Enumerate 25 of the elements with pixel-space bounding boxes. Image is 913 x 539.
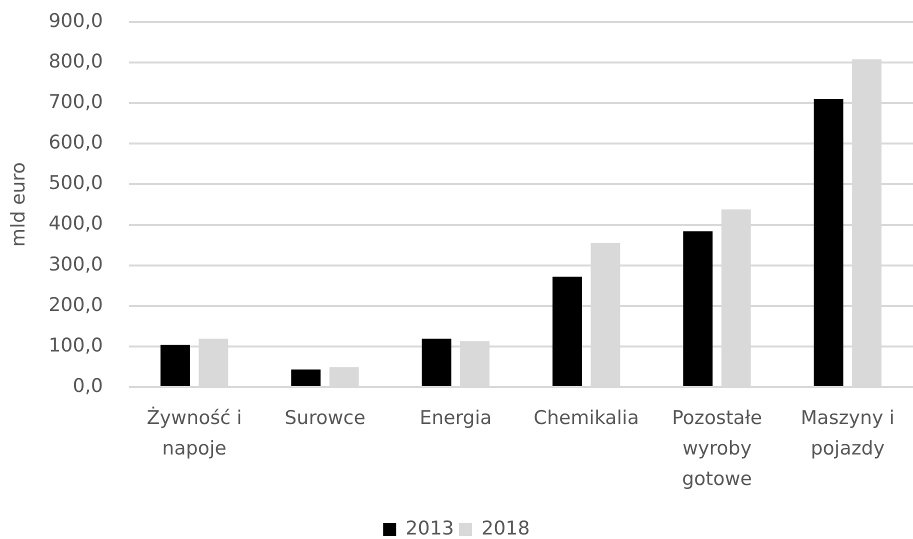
legend-label: 2013 xyxy=(406,517,454,539)
bar xyxy=(814,99,844,386)
y-tick-label: 800,0 xyxy=(48,50,103,72)
legend-label: 2018 xyxy=(482,517,530,539)
bar xyxy=(160,344,190,386)
x-tick-label: Maszyny i pojazdy xyxy=(800,407,895,460)
x-tick-label: Chemikalia xyxy=(534,407,639,430)
bar xyxy=(683,231,713,386)
y-tick-label: 600,0 xyxy=(48,132,103,154)
x-tick-label: Żywność i napoje xyxy=(146,406,242,460)
y-tick-label: 300,0 xyxy=(48,253,103,276)
y-tick-label: 100,0 xyxy=(48,334,103,356)
bar xyxy=(552,276,582,386)
x-tick-label: Energia xyxy=(420,407,492,430)
y-tick-label: 400,0 xyxy=(48,212,103,235)
y-axis-title: mld euro xyxy=(7,162,30,247)
bar xyxy=(422,338,452,386)
bar xyxy=(291,370,321,386)
y-tick-label: 900,0 xyxy=(48,10,103,32)
x-tick-label: Pozostałe wyroby gotowe xyxy=(672,407,762,490)
y-tick-label: 0,0 xyxy=(72,374,103,397)
x-tick-label: Surowce xyxy=(284,407,366,430)
y-tick-label: 500,0 xyxy=(48,172,103,194)
y-tick-label: 700,0 xyxy=(48,91,103,114)
y-tick-label: 200,0 xyxy=(48,294,103,316)
